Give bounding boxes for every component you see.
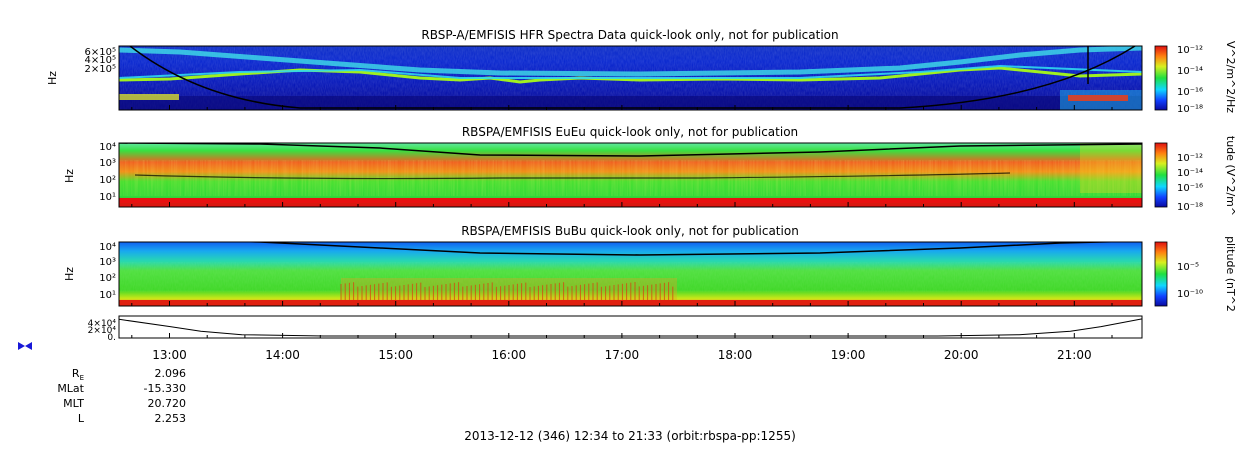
eueu-colorbar-ticks: 10⁻¹² 10⁻¹⁴ 10⁻¹⁶ 10⁻¹⁸ (1177, 153, 1203, 213)
time-label: 15:00 (378, 348, 413, 362)
bubu-spike-series (340, 282, 674, 302)
line-yticks: 4×10⁴ 2×10⁴ 0. (88, 319, 117, 343)
time-label: 13:00 (152, 348, 187, 362)
bowtie-arrows-icon[interactable] (18, 342, 32, 350)
bubu-ztick-2: 10⁻¹⁰ (1177, 289, 1203, 300)
bubu-ztick-1: 10⁻⁵ (1177, 262, 1199, 273)
hfr-zlabel: V^2/m^2/Hz (1224, 41, 1237, 113)
eueu-ytick-3: 10² (99, 175, 116, 186)
time-label: 16:00 (492, 348, 527, 362)
hfr-ytick-1: 6×10⁵ (85, 47, 116, 58)
bubu-spectrogram-panel: RBSPA/EMFISIS BuBu quick-look only, not … (63, 224, 1237, 312)
ephemeris-label: MLT (63, 397, 84, 410)
eueu-ytick-2: 10³ (99, 158, 116, 169)
ephemeris-label: RE (72, 367, 84, 382)
bubu-ytick-1: 10⁴ (99, 242, 116, 253)
eueu-ytick-4: 10¹ (99, 192, 116, 203)
bubu-ytick-2: 10³ (99, 257, 116, 268)
hfr-ztick-4: 10⁻¹⁸ (1177, 104, 1203, 115)
hfr-ytick-2: 4×10⁵ (85, 55, 116, 66)
bubu-spectrogram-image (119, 242, 1142, 306)
time-label: 19:00 (831, 348, 866, 362)
ephemeris-value: 2.096 (155, 367, 187, 380)
hfr-ztick-3: 10⁻¹⁶ (1177, 87, 1203, 98)
hfr-spectrogram-panel: RBSP-A/EMFISIS HFR Spectra Data quick-lo… (46, 28, 1237, 115)
eueu-title: RBSPA/EMFISIS EuEu quick-look only, not … (462, 125, 798, 139)
hfr-ztick-2: 10⁻¹⁴ (1177, 66, 1203, 77)
time-label: 14:00 (265, 348, 300, 362)
line-ytick-3: 0. (107, 333, 116, 343)
time-label: 21:00 (1057, 348, 1092, 362)
eueu-spectrogram-image (119, 143, 1142, 207)
bubu-ylabel: Hz (63, 267, 76, 281)
line-panel: 4×10⁴ 2×10⁴ 0. (88, 315, 1143, 343)
bubu-zlabel: plitude (nT^2 (1224, 236, 1237, 312)
eueu-ylabel: Hz (63, 169, 76, 183)
time-label: 18:00 (718, 348, 753, 362)
line-series (118, 318, 1143, 337)
hfr-title: RBSP-A/EMFISIS HFR Spectra Data quick-lo… (421, 28, 838, 42)
line-ytick-1: 4×10⁴ (88, 319, 117, 329)
hfr-yticks: 6×10⁵ 4×10⁵ 2×10⁵ (85, 47, 116, 75)
ephemeris-value: 20.720 (148, 397, 187, 410)
hfr-spectrogram-image (119, 46, 1142, 110)
eueu-ztick-4: 10⁻¹⁸ (1177, 202, 1203, 213)
eueu-ytick-1: 10⁴ (99, 142, 116, 153)
bubu-colorbar-ticks: 10⁻⁵ 10⁻¹⁰ (1177, 262, 1203, 300)
time-label: 20:00 (944, 348, 979, 362)
eueu-ztick-1: 10⁻¹² (1177, 153, 1203, 164)
hfr-colorbar (1154, 45, 1168, 111)
ephemeris-value: -15.330 (144, 382, 186, 395)
hfr-ztick-1: 10⁻¹² (1177, 45, 1203, 56)
eueu-yticks: 10⁴ 10³ 10² 10¹ (99, 142, 116, 203)
ephemeris-value: 2.253 (155, 412, 187, 425)
eueu-zlabel: tude (V^2/m^ (1224, 136, 1237, 216)
eueu-ztick-3: 10⁻¹⁶ (1177, 183, 1203, 194)
ephemeris-label: L (78, 412, 85, 425)
footer-time-range: 2013-12-12 (346) 12:34 to 21:33 (orbit:r… (464, 429, 796, 443)
bubu-ytick-3: 10² (99, 273, 116, 284)
ephemeris-label: MLat (57, 382, 84, 395)
eueu-spectrogram-panel: RBSPA/EMFISIS EuEu quick-look only, not … (63, 125, 1237, 216)
eueu-colorbar (1154, 142, 1168, 208)
hfr-colorbar-ticks: 10⁻¹² 10⁻¹⁴ 10⁻¹⁶ 10⁻¹⁸ (1177, 45, 1203, 115)
time-label: 17:00 (605, 348, 640, 362)
time-axis: 13:00 14:00 15:00 16:00 17:00 18:00 19:00 20:00… (131, 105, 1113, 362)
line-ytick-2: 2×10⁴ (88, 326, 117, 336)
bubu-yticks: 10⁴ 10³ 10² 10¹ (99, 242, 116, 301)
hfr-ylabel: Hz (46, 71, 59, 85)
bubu-ytick-4: 10¹ (99, 290, 116, 301)
bubu-title: RBSPA/EMFISIS BuBu quick-look only, not … (461, 224, 799, 238)
eueu-ztick-2: 10⁻¹⁴ (1177, 168, 1203, 179)
bubu-colorbar (1154, 241, 1168, 307)
ephemeris-table: RE 2.096 MLat -15.330 MLT 20.720 L 2.253 (57, 367, 186, 425)
hfr-ytick-3: 2×10⁵ (85, 64, 116, 75)
